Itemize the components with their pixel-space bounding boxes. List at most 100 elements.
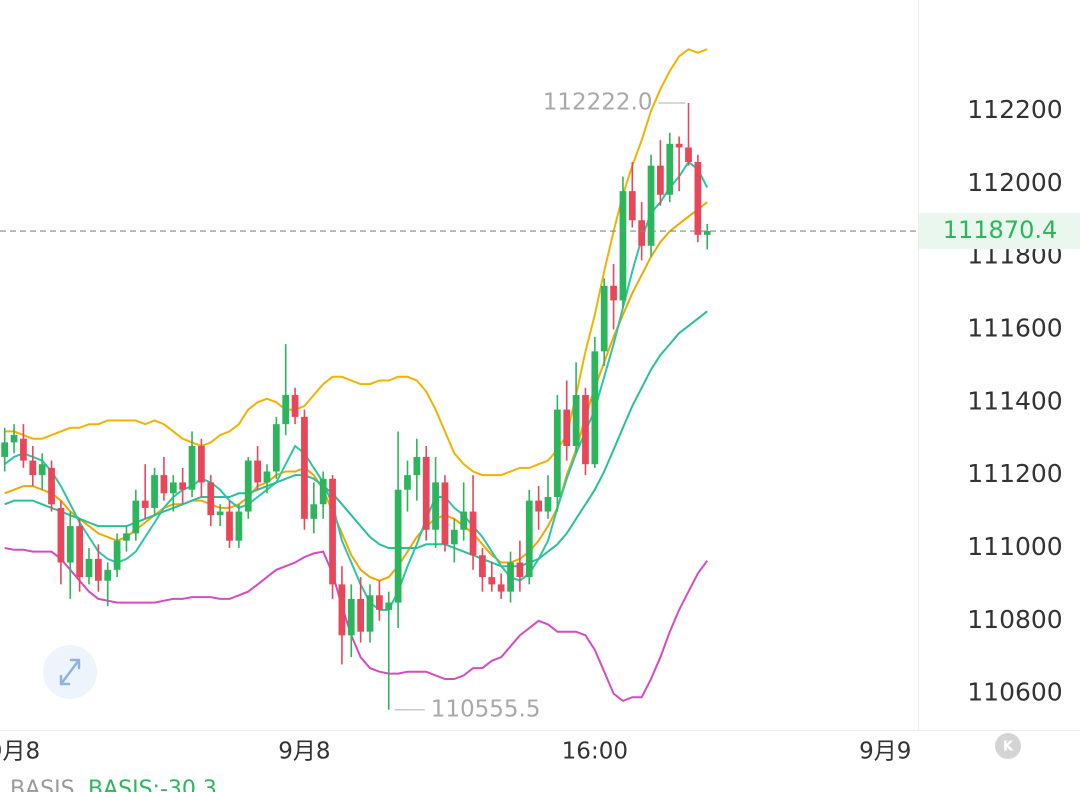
candle-body	[263, 471, 271, 483]
high-label: 112222.0	[543, 90, 653, 116]
k-button[interactable]: K	[995, 733, 1021, 759]
candle-body	[563, 409, 571, 447]
candle-body	[666, 143, 674, 195]
candle-body	[123, 533, 130, 541]
candle-body	[76, 526, 83, 578]
candle-body	[647, 165, 655, 246]
current-price-label: 111870.4	[943, 216, 1058, 244]
candle-body	[141, 500, 149, 508]
indicator-line	[4, 310, 708, 568]
candle-body	[376, 595, 383, 610]
candle-body	[703, 231, 711, 235]
candle-body	[207, 482, 215, 516]
candle-body	[244, 460, 252, 512]
candle-body	[66, 526, 74, 563]
candle-body	[497, 584, 505, 592]
candle-body	[254, 460, 261, 483]
candle-body	[553, 409, 561, 497]
y-tick-label: 112000	[967, 168, 1062, 197]
expand-button[interactable]	[43, 645, 97, 699]
candle-body	[216, 511, 224, 516]
candle-body	[310, 504, 318, 519]
candle-body	[48, 467, 55, 505]
candle-body	[422, 456, 430, 530]
candle-body	[507, 562, 514, 592]
y-tick-label: 110600	[967, 678, 1062, 707]
candle-body	[20, 438, 27, 461]
candle-body	[413, 456, 421, 476]
low-label: 110555.5	[431, 696, 541, 722]
candle-body	[638, 220, 646, 246]
candle-body	[151, 475, 158, 508]
indicator-line	[4, 48, 708, 477]
candle-body	[179, 482, 187, 490]
candle-body	[694, 162, 702, 235]
candle-body	[628, 191, 636, 221]
candle-body	[132, 500, 140, 534]
candle-body	[685, 147, 692, 163]
candle-body	[619, 191, 627, 301]
candle-body	[301, 416, 308, 519]
candle-body	[235, 511, 243, 541]
candle-body	[657, 165, 664, 195]
candle-body	[169, 482, 177, 494]
y-tick-label: 112200	[967, 95, 1062, 124]
candle-body	[104, 569, 112, 581]
candle-body	[385, 602, 393, 610]
candle-body	[338, 584, 346, 636]
candle-body	[469, 511, 477, 556]
candle-body	[1, 442, 9, 457]
current-price-box	[919, 213, 1080, 250]
candle-body	[188, 446, 196, 490]
candle-body	[404, 475, 411, 490]
candle-body	[432, 482, 439, 530]
candle-body	[479, 555, 486, 578]
candle-body	[347, 598, 355, 636]
candle-body	[516, 562, 524, 578]
candle-body	[610, 285, 617, 301]
candle-body	[357, 598, 365, 632]
svg-text:K: K	[1003, 740, 1014, 755]
candle-body	[525, 500, 533, 578]
candle-body	[329, 478, 336, 585]
indicator-name: BASIS	[10, 777, 75, 792]
candle-body	[366, 595, 374, 632]
candle-body	[10, 435, 18, 443]
candle-body	[488, 577, 496, 585]
candle-body	[394, 489, 402, 603]
candle-body	[29, 460, 37, 476]
candle-body	[94, 558, 102, 581]
candle-body	[572, 395, 580, 447]
indicator-line	[4, 547, 709, 703]
y-tick-label: 111600	[967, 314, 1062, 343]
x-tick-label: 9月8	[278, 739, 330, 765]
x-tick-label: 16:00	[562, 739, 628, 765]
candle-body	[85, 558, 93, 578]
candle-body	[38, 464, 46, 476]
x-tick-label: 9月8	[0, 739, 40, 765]
candle-body	[226, 511, 233, 541]
candle-body	[675, 143, 683, 148]
x-tick-label: 9月9	[859, 739, 911, 765]
candle-body	[441, 482, 449, 545]
y-tick-label: 111200	[967, 459, 1062, 488]
y-tick-label: 110800	[967, 605, 1062, 634]
candle-body	[591, 351, 599, 465]
candle-body	[160, 475, 168, 494]
candle-body	[57, 507, 65, 563]
candle-body	[544, 496, 552, 512]
candle-body	[282, 395, 290, 425]
y-tick-label: 111000	[967, 532, 1062, 561]
indicator-line	[4, 201, 708, 582]
indicator-line	[4, 160, 709, 611]
indicator-value: BASIS:-30.3	[88, 777, 217, 792]
candle-body	[460, 511, 468, 530]
y-tick-label: 111400	[967, 386, 1062, 415]
candle-body	[535, 500, 542, 512]
plot-area	[1, 48, 711, 710]
candle-body	[198, 446, 205, 483]
candle-body	[582, 395, 589, 465]
candle-body	[291, 395, 299, 417]
candle-body	[319, 478, 327, 505]
